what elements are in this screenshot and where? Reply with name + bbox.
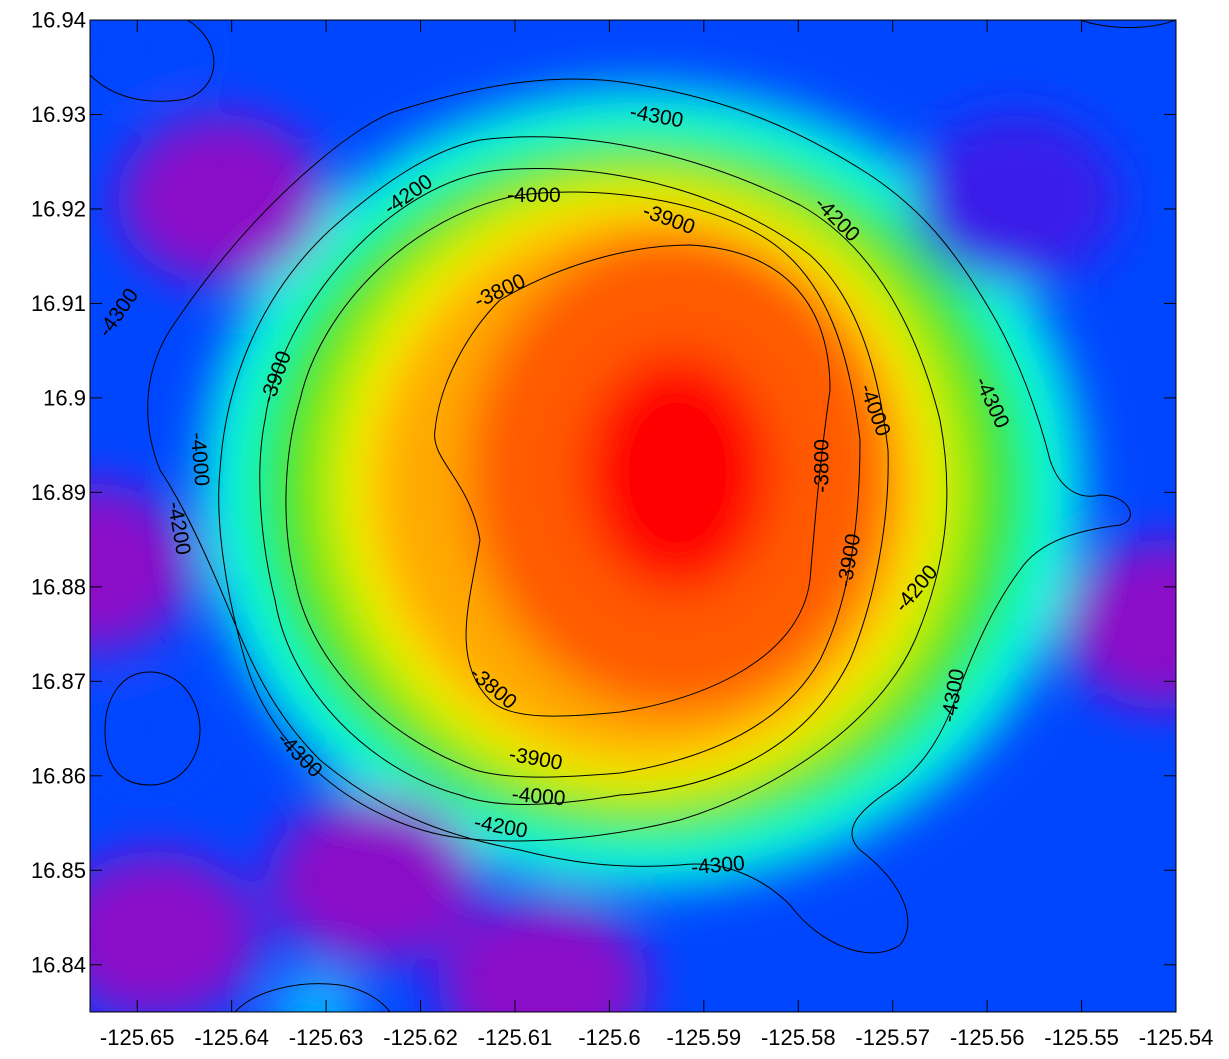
contour-label: -4000 <box>186 432 214 488</box>
field-low <box>1061 539 1176 710</box>
y-tick-label: 16.87 <box>31 669 86 694</box>
field-low <box>910 114 1121 285</box>
field-low <box>117 114 328 285</box>
x-tick-label: -125.61 <box>478 1025 553 1050</box>
plot-frame <box>89 19 1177 1013</box>
y-axis: 16.84 16.85 16.86 16.87 16.88 16.89 16.9 16.91 1… <box>31 8 1176 977</box>
x-tick-label: -125.57 <box>855 1025 930 1050</box>
contour-line-3900 <box>285 191 861 778</box>
x-tick-label: -125.65 <box>100 1025 175 1050</box>
x-tick-label: -125.6 <box>578 1025 640 1050</box>
field-ring <box>582 352 773 593</box>
x-tick-label: -125.64 <box>194 1025 269 1050</box>
y-tick-label: 16.85 <box>31 858 86 883</box>
x-tick-label: -125.56 <box>950 1025 1025 1050</box>
y-tick-label: 16.88 <box>31 574 86 599</box>
contour-line-4300 <box>1079 20 1176 28</box>
contour-line-3800 <box>434 244 831 717</box>
contour-line-4300 <box>90 20 215 102</box>
field-low <box>438 898 649 1012</box>
field-local-high <box>101 686 192 771</box>
contour-line-4300 <box>104 671 201 786</box>
contour-label: -4300 <box>690 852 746 880</box>
contour-label: -3800 <box>810 439 833 493</box>
x-tick-label: -125.63 <box>289 1025 364 1050</box>
x-tick-label: -125.62 <box>383 1025 458 1050</box>
y-tick-label: 16.9 <box>43 385 86 410</box>
field-local-high <box>101 20 192 91</box>
contour-line-4000 <box>259 167 889 805</box>
contour-lines <box>90 20 1176 1012</box>
contour-line-4300 <box>147 78 1131 954</box>
plot-area: -4300-4300-4300-4300-4300-4300-4200 -4200… <box>90 20 1176 1012</box>
x-tick-label: -125.59 <box>667 1025 742 1050</box>
y-tick-label: 16.94 <box>31 8 86 33</box>
y-tick-label: 16.86 <box>31 763 86 788</box>
x-tick-label: -125.54 <box>1139 1025 1214 1050</box>
y-tick-label: 16.84 <box>31 952 86 977</box>
y-tick-label: 16.89 <box>31 480 86 505</box>
contour-label: -4000 <box>511 783 567 811</box>
heatmap-fill <box>90 20 1176 1012</box>
y-tick-label: 16.91 <box>31 291 86 316</box>
x-tick-label: -125.55 <box>1044 1025 1119 1050</box>
y-tick-label: 16.92 <box>31 196 86 221</box>
contour-line-4200 <box>218 136 948 842</box>
field-low <box>268 794 479 965</box>
x-tick-label: -125.58 <box>761 1025 836 1050</box>
field-low <box>90 482 195 653</box>
contour-label: -4000 <box>507 184 561 207</box>
field-local-high <box>271 970 362 1012</box>
contour-line-4300 <box>234 983 391 1012</box>
field-low <box>90 851 262 1012</box>
x-axis: -125.65 -125.64 -125.63 -125.62 -125.61 -125.… <box>100 20 1213 1050</box>
y-tick-label: 16.93 <box>31 102 86 127</box>
